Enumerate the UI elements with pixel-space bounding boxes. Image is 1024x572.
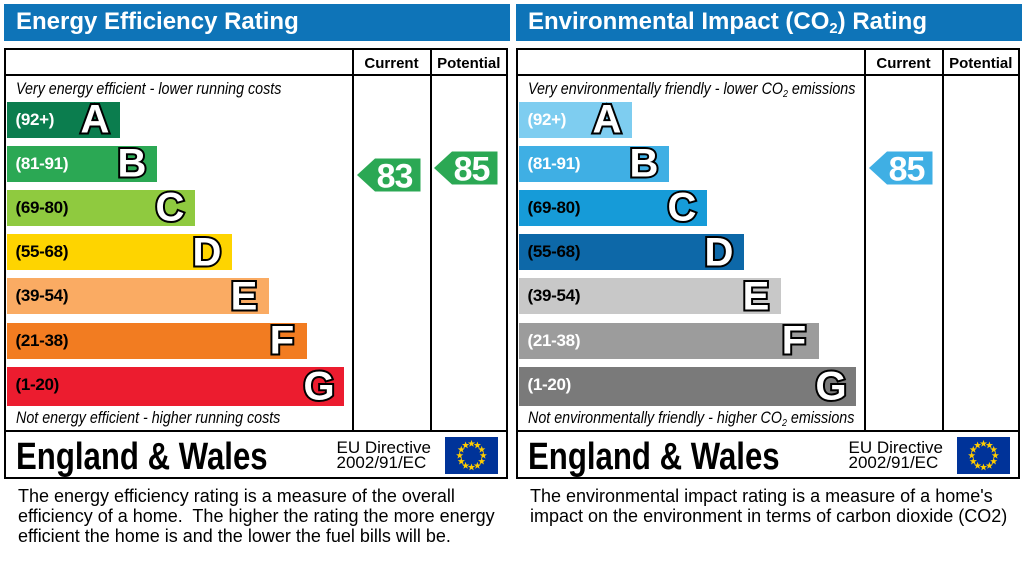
svg-text:F: F: [781, 322, 805, 358]
svg-text:85: 85: [889, 151, 925, 185]
svg-text:A: A: [81, 101, 110, 137]
svg-text:B: B: [630, 145, 659, 181]
svg-text:D: D: [705, 234, 734, 270]
svg-text:G: G: [815, 368, 846, 404]
svg-text:85: 85: [454, 151, 490, 185]
svg-text:F: F: [269, 322, 293, 358]
svg-text:D: D: [193, 234, 222, 270]
svg-text:83: 83: [377, 158, 413, 192]
svg-text:C: C: [155, 189, 184, 225]
svg-text:C: C: [667, 189, 696, 225]
svg-text:E: E: [743, 278, 770, 314]
svg-text:B: B: [118, 145, 147, 181]
svg-text:E: E: [231, 278, 258, 314]
svg-text:A: A: [593, 101, 622, 137]
svg-text:G: G: [303, 368, 334, 404]
